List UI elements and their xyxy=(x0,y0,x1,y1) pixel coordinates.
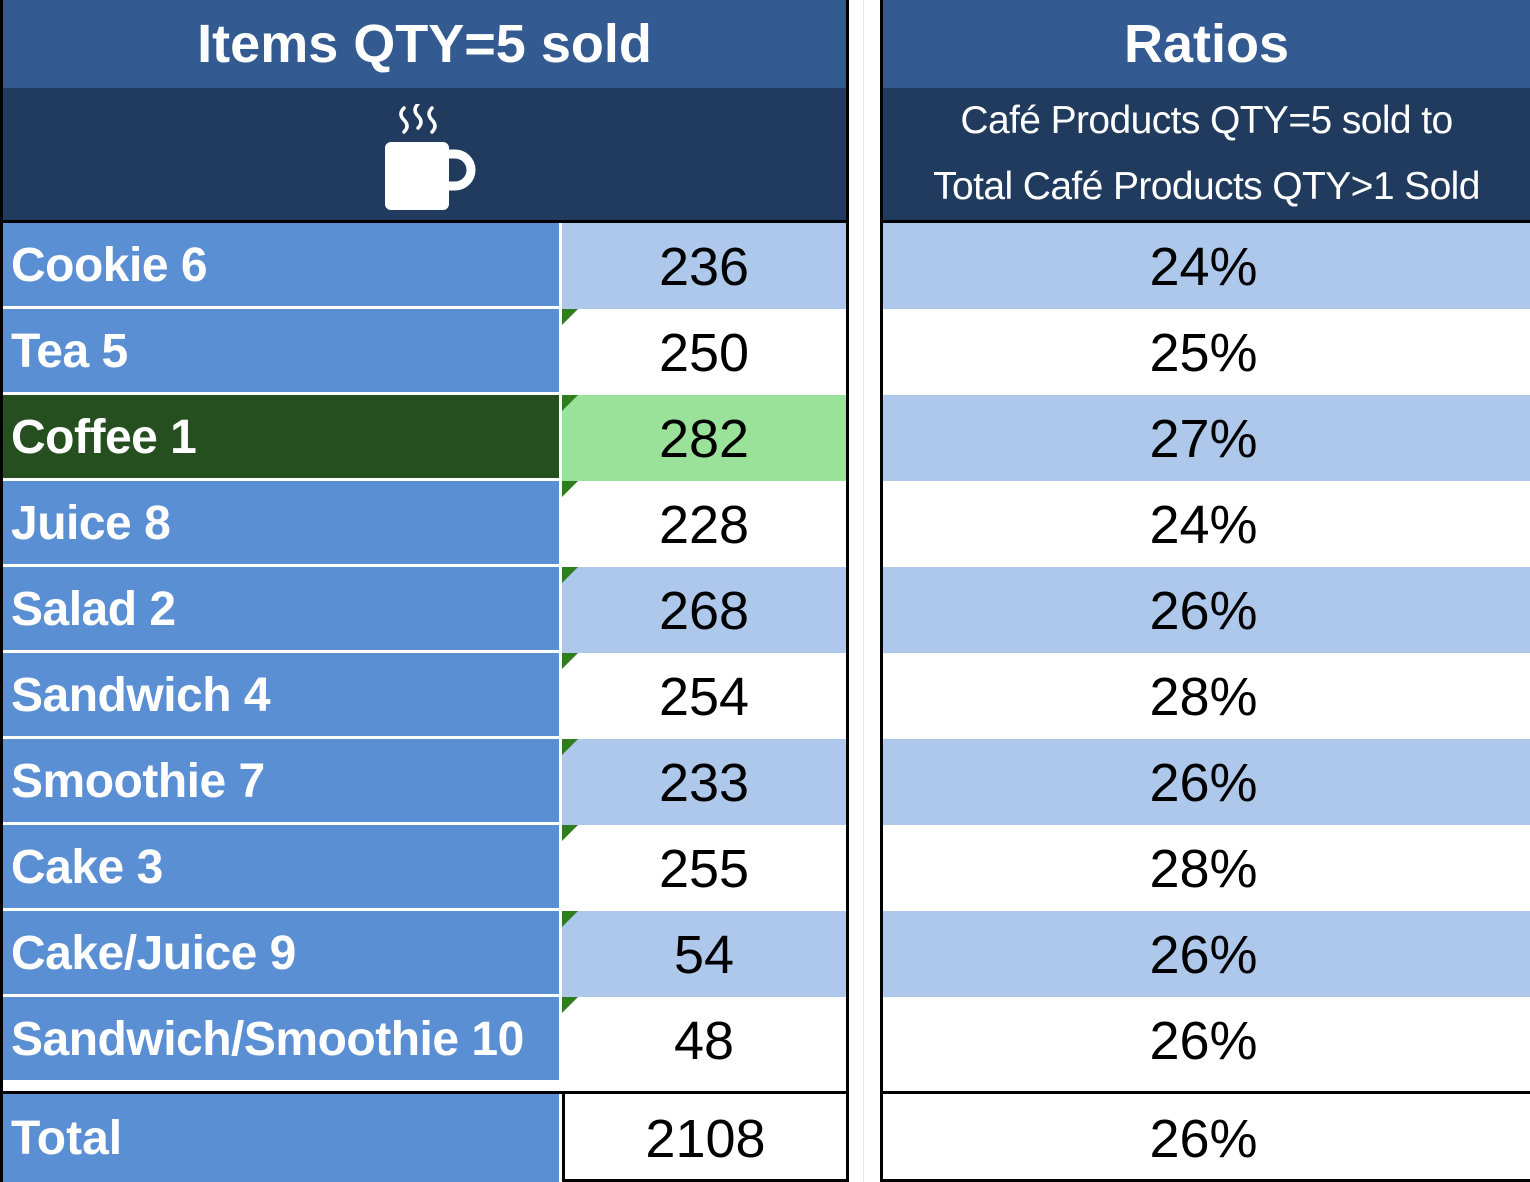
item-count[interactable]: 228 xyxy=(562,481,846,567)
ratios-subtitle-line1: Café Products QTY=5 sold to xyxy=(960,99,1453,142)
item-label[interactable]: Juice 8 xyxy=(3,481,559,567)
item-label[interactable]: Salad 2 xyxy=(3,567,559,653)
item-count[interactable]: 233 xyxy=(562,739,846,825)
ratio-cell[interactable]: 26% xyxy=(883,911,1530,997)
item-count-text: 282 xyxy=(658,409,750,469)
item-label[interactable]: Cookie 6 xyxy=(3,223,559,309)
item-label[interactable]: Coffee 1 xyxy=(3,395,559,481)
table-row: Tea 5 250 xyxy=(3,309,846,395)
item-count-text: 254 xyxy=(658,667,750,727)
table-row: 28% xyxy=(883,825,1530,911)
table-row: Cookie 6 236 xyxy=(3,223,846,309)
items-table-title[interactable]: Items QTY=5 sold xyxy=(3,0,846,88)
item-label[interactable]: Smoothie 7 xyxy=(3,739,559,825)
ratios-table-subheader[interactable]: Café Products QTY=5 sold to Total Café P… xyxy=(883,88,1530,223)
formula-warning-marker-icon xyxy=(562,395,578,411)
table-row: Sandwich/Smoothie 10 48 xyxy=(3,997,846,1083)
table-row: Juice 8 228 xyxy=(3,481,846,567)
table-row: Salad 2 268 xyxy=(3,567,846,653)
table-row: 24% xyxy=(883,481,1530,567)
total-ratio[interactable]: 26% xyxy=(883,1094,1530,1182)
item-count[interactable]: 282 xyxy=(562,395,846,481)
item-count[interactable]: 250 xyxy=(562,309,846,395)
ratio-cell[interactable]: 25% xyxy=(883,309,1530,395)
formula-warning-marker-icon xyxy=(562,825,578,841)
table-row: 28% xyxy=(883,653,1530,739)
item-count-text: 54 xyxy=(673,925,735,985)
ratio-cell[interactable]: 27% xyxy=(883,395,1530,481)
table-row: Sandwich 4 254 xyxy=(3,653,846,739)
item-count[interactable]: 54 xyxy=(562,911,846,997)
item-label[interactable]: Tea 5 xyxy=(3,309,559,395)
formula-warning-marker-icon xyxy=(562,997,578,1013)
item-count[interactable]: 254 xyxy=(562,653,846,739)
total-value[interactable]: 2108 xyxy=(562,1094,846,1182)
table-row: 26% xyxy=(883,567,1530,653)
ratios-table: Ratios Café Products QTY=5 sold to Total… xyxy=(880,0,1530,1182)
formula-warning-marker-icon xyxy=(562,567,578,583)
ratio-cell[interactable]: 24% xyxy=(883,223,1530,309)
ratios-table-title[interactable]: Ratios xyxy=(883,0,1530,88)
ratio-cell[interactable]: 24% xyxy=(883,481,1530,567)
table-row: 26% xyxy=(883,997,1530,1083)
formula-warning-marker-icon xyxy=(562,481,578,497)
item-count-text: 236 xyxy=(658,237,750,297)
ratios-total-row: 26% xyxy=(883,1091,1530,1182)
formula-warning-marker-icon xyxy=(562,653,578,669)
table-row: 24% xyxy=(883,223,1530,309)
formula-warning-marker-icon xyxy=(562,309,578,325)
table-row: Cake 3 255 xyxy=(3,825,846,911)
item-label[interactable]: Cake 3 xyxy=(3,825,559,911)
item-count-text: 228 xyxy=(658,495,750,555)
ratios-subtitle-line2: Total Café Products QTY>1 Sold xyxy=(933,165,1480,208)
item-label[interactable]: Cake/Juice 9 xyxy=(3,911,559,997)
formula-warning-marker-icon xyxy=(562,739,578,755)
item-count[interactable]: 268 xyxy=(562,567,846,653)
ratio-cell[interactable]: 28% xyxy=(883,825,1530,911)
item-count[interactable]: 255 xyxy=(562,825,846,911)
table-row: Coffee 1 282 xyxy=(3,395,846,481)
table-row: 26% xyxy=(883,911,1530,997)
formula-warning-marker-icon xyxy=(562,911,578,927)
table-row: 26% xyxy=(883,739,1530,825)
table-row: 25% xyxy=(883,309,1530,395)
item-count-text: 250 xyxy=(658,323,750,383)
coffee-cup-icon xyxy=(377,102,477,214)
item-count[interactable]: 48 xyxy=(562,997,846,1083)
ratio-cell[interactable]: 26% xyxy=(883,997,1530,1083)
items-total-row: Total 2108 xyxy=(3,1091,846,1182)
total-label[interactable]: Total xyxy=(3,1094,559,1182)
item-count-text: 48 xyxy=(673,1011,735,1071)
ratio-cell[interactable]: 26% xyxy=(883,567,1530,653)
table-row: Cake/Juice 9 54 xyxy=(3,911,846,997)
item-count-text: 255 xyxy=(658,839,750,899)
items-rows: Cookie 6 236 Tea 5 250 Coffee 1 282 Juice 8 228… xyxy=(3,223,846,1083)
ratio-rows: 24% 25% 27% 24% 26% 28% 26% 28% 26% 26% xyxy=(883,223,1530,1083)
ratio-cell[interactable]: 28% xyxy=(883,653,1530,739)
items-table-subheader[interactable] xyxy=(3,88,846,223)
item-count-text: 233 xyxy=(658,753,750,813)
ratio-cell[interactable]: 26% xyxy=(883,739,1530,825)
table-row: Smoothie 7 233 xyxy=(3,739,846,825)
items-sold-table: Items QTY=5 sold Cookie 6 236 Tea 5 250 Coff… xyxy=(0,0,849,1182)
item-label[interactable]: Sandwich 4 xyxy=(3,653,559,739)
column-gap xyxy=(849,0,880,1182)
item-count[interactable]: 236 xyxy=(562,223,846,309)
table-row: 27% xyxy=(883,395,1530,481)
item-count-text: 268 xyxy=(658,581,750,641)
item-label[interactable]: Sandwich/Smoothie 10 xyxy=(3,997,559,1083)
